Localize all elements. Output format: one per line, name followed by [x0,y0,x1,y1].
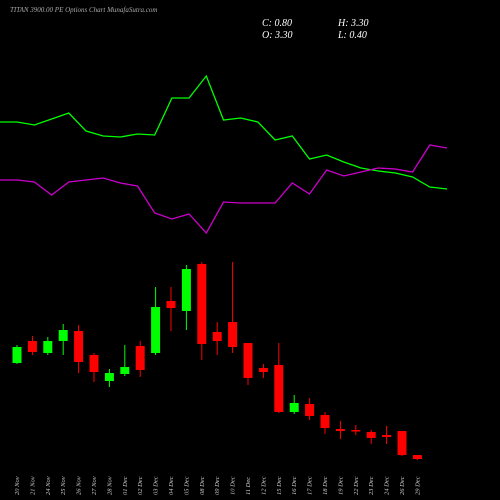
candle-body [12,347,22,363]
x-tick-label: 24 Nov [45,476,52,495]
x-tick-label: 25 Nov [60,476,67,495]
x-tick-label: 26 Nov [76,476,83,495]
candle-body [212,332,222,341]
x-tick-label: 08 Dec [199,476,206,495]
candle-body [320,415,330,428]
x-tick-label: 29 Dec [414,476,421,495]
ohlc-label: C: 0.80 [262,18,292,29]
x-tick-label: 12 Dec [260,476,267,495]
x-tick-label: 17 Dec [307,476,314,495]
candle-body [351,430,361,432]
candle-body [335,429,345,431]
x-tick-label: 01 Dec [122,476,129,495]
x-tick-label: 03 Dec [153,476,160,495]
candle-body [104,373,114,381]
candle-body [58,330,68,341]
x-tick-label: 24 Dec [384,476,391,495]
candle-body [135,346,145,370]
candle-body [197,264,207,344]
line [0,74,448,190]
candle-body [89,355,99,372]
candle-body [74,331,84,362]
x-tick-label: 26 Dec [399,476,406,495]
ohlc-label: O: 3.30 [262,30,293,41]
candle-body [305,404,315,416]
candle-body [181,269,191,311]
candle-body [397,431,407,455]
x-tick-label: 05 Dec [183,476,190,495]
x-tick-label: 23 Dec [368,476,375,495]
x-tick-label: 27 Nov [91,476,98,495]
x-tick-label: 22 Dec [353,476,360,495]
x-tick-label: 20 Nov [14,476,21,495]
x-tick-label: 18 Dec [322,476,329,495]
candle-body [274,365,284,412]
x-tick-label: 16 Dec [291,476,298,495]
candle-body [43,341,53,353]
candle-body [258,368,268,372]
x-tick-label: 15 Dec [276,476,283,495]
candle-body [120,367,130,374]
candle-body [243,343,253,378]
candle-body [151,307,161,353]
x-tick-label: 04 Dec [168,476,175,495]
ohlc-label: L: 0.40 [337,30,367,41]
x-tick-label: 09 Dec [214,476,221,495]
ohlc-label: H: 3.30 [337,18,369,29]
x-tick-label: 28 Nov [106,476,113,495]
candle-body [27,341,37,352]
candle-body [382,435,392,437]
candle-body [366,432,376,438]
candle-body [166,301,176,308]
x-tick-label: 11 Dec [245,477,252,495]
line [0,144,448,235]
x-tick-label: 19 Dec [337,476,344,495]
x-tick-label: 21 Nov [29,476,36,495]
candle-body [289,403,299,412]
x-tick-label: 02 Dec [137,476,144,495]
candle-body [412,455,422,459]
x-tick-label: 10 Dec [230,476,237,495]
chart-title: TITAN 3900.00 PE Options Chart MunafaSut… [10,6,157,14]
candle-body [228,322,238,347]
